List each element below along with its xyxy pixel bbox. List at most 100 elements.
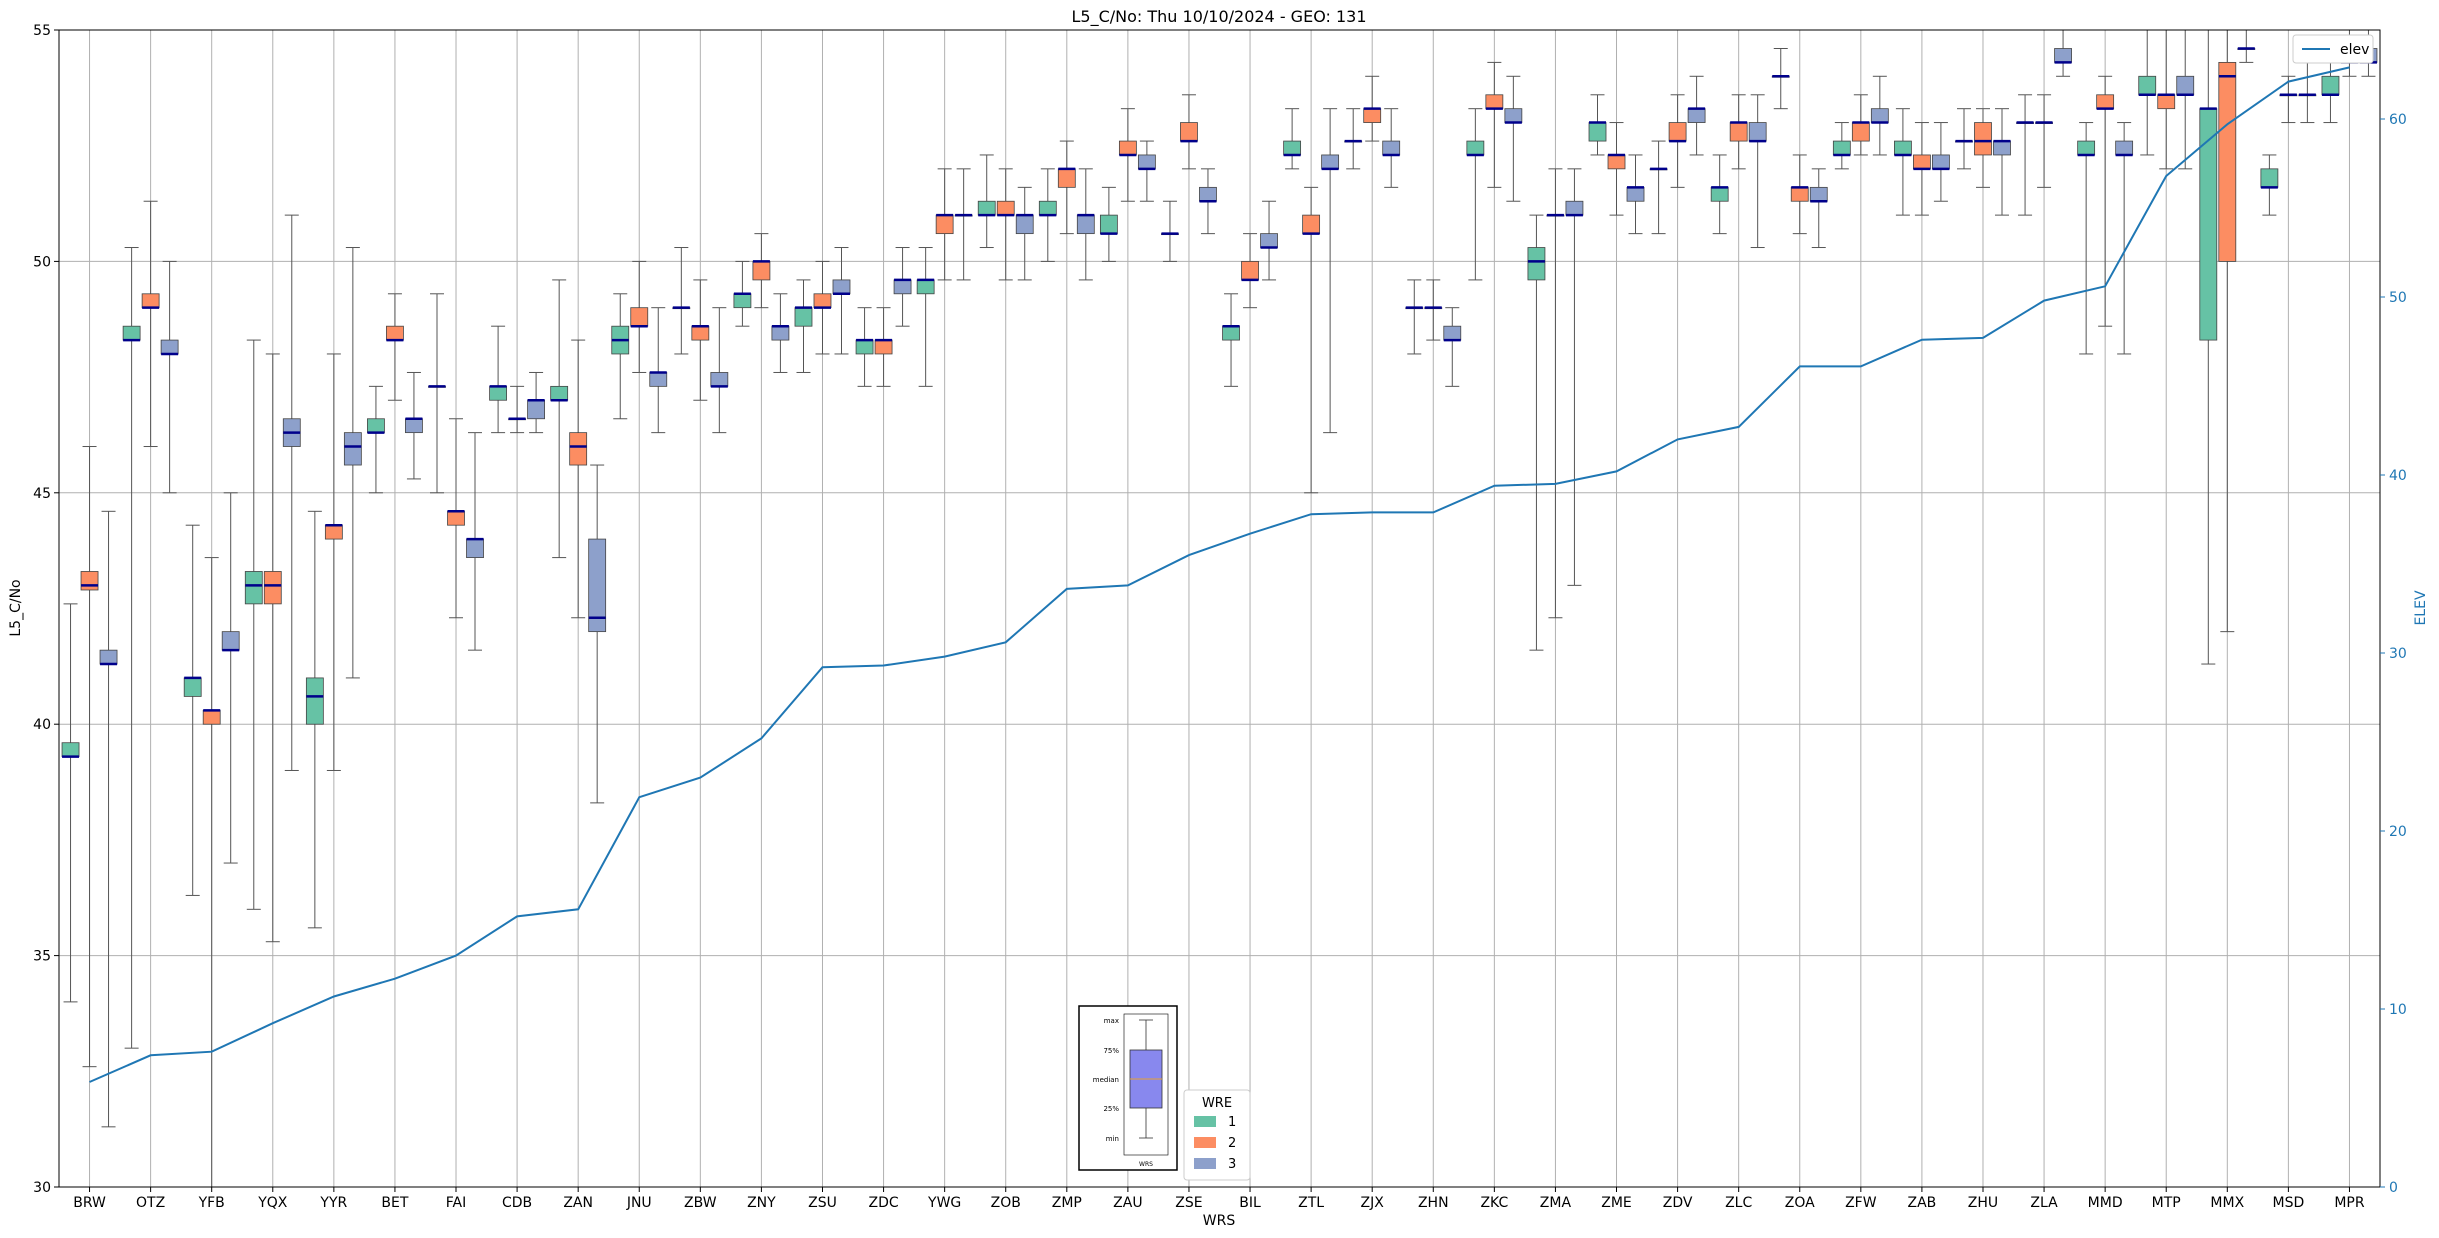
box-fai-wre1 bbox=[428, 293, 446, 494]
box-iqr bbox=[2077, 140, 2096, 156]
y2-tick-label: 10 bbox=[2389, 1002, 2407, 1018]
legend-wre-swatch-1 bbox=[1194, 1116, 1216, 1127]
box-zfw-wre3 bbox=[1870, 75, 1889, 156]
box-iqr bbox=[1687, 108, 1706, 123]
box-yyr-wre1 bbox=[305, 510, 324, 929]
box-iqr bbox=[2096, 94, 2115, 110]
box-iqr bbox=[2218, 61, 2237, 262]
box-iqr bbox=[1038, 200, 1057, 216]
x-tick-label: CDB bbox=[502, 1195, 532, 1211]
box-iqr bbox=[691, 325, 710, 341]
box-zan-wre1 bbox=[550, 279, 569, 559]
box-iqr bbox=[630, 307, 649, 327]
x-tick-label: ZTL bbox=[1298, 1195, 1324, 1211]
box-zmp-wre3 bbox=[1076, 168, 1095, 281]
inset-box-key: max 75% median 25% min WRS bbox=[1078, 1005, 1178, 1171]
x-tick-label: ZAB bbox=[1908, 1195, 1937, 1211]
x-tick-label: ZJX bbox=[1361, 1195, 1385, 1211]
box-iqr bbox=[489, 385, 507, 401]
legend-wre-frame bbox=[1183, 1089, 1251, 1181]
box-iqr bbox=[1870, 108, 1889, 123]
box-zjx-wre2 bbox=[1363, 75, 1382, 142]
box-yyr-wre2 bbox=[324, 353, 343, 771]
box-iqr bbox=[1099, 214, 1118, 235]
plot-frame bbox=[58, 29, 2381, 1188]
box-mtp-wre1 bbox=[2138, 29, 2157, 156]
box-mtp-wre3 bbox=[2176, 29, 2195, 170]
box-zma-wre3 bbox=[1565, 168, 1584, 586]
box-bet-wre2 bbox=[386, 293, 404, 401]
x-tick-label: ZOB bbox=[991, 1195, 1021, 1211]
legend-elev: elev bbox=[2292, 34, 2374, 64]
box-zla-wre3 bbox=[2054, 29, 2072, 77]
box-iqr bbox=[1015, 214, 1034, 235]
y2-tick-label: 0 bbox=[2389, 1180, 2398, 1196]
box-iqr bbox=[1382, 140, 1401, 156]
box-iqr bbox=[1222, 325, 1240, 341]
box-zse-wre3 bbox=[1199, 168, 1217, 235]
box-iqr bbox=[733, 293, 752, 309]
box-zdv-wre2 bbox=[1668, 94, 1687, 188]
box-zsu-wre2 bbox=[813, 260, 832, 355]
box-ztl-wre3 bbox=[1321, 108, 1340, 434]
x-tick-label: BRW bbox=[73, 1195, 106, 1211]
box-iqr bbox=[1913, 154, 1931, 170]
legend-wre-title: WRE bbox=[1202, 1096, 1232, 1111]
box-zfw-wre2 bbox=[1851, 94, 1870, 156]
y2-axis: 0 10 20 30 40 50 60 bbox=[2380, 112, 2407, 1196]
y-tick-label: 50 bbox=[33, 254, 51, 270]
x-tick-label: MMD bbox=[2088, 1195, 2123, 1211]
grid bbox=[59, 29, 2380, 1188]
legend-elev-frame bbox=[2292, 34, 2374, 64]
y-axis-label: L5_C/No bbox=[8, 579, 24, 636]
box-zdc-wre3 bbox=[893, 247, 912, 327]
x-tick-label: ZDC bbox=[868, 1195, 898, 1211]
x-tick-label: ZSU bbox=[808, 1195, 837, 1211]
box-iqr bbox=[466, 538, 484, 558]
box-iqr bbox=[588, 538, 607, 633]
x-tick-label: BET bbox=[381, 1195, 408, 1211]
y-tick-label: 35 bbox=[33, 949, 51, 965]
box-zhn-wre3 bbox=[1443, 307, 1462, 387]
box-zab-wre2 bbox=[1913, 122, 1931, 216]
box-iqr bbox=[2157, 94, 2176, 110]
box-iqr bbox=[1932, 154, 1950, 170]
box-iqr bbox=[1199, 186, 1217, 202]
box-iqr bbox=[1443, 325, 1462, 341]
legend-wre: WRE 1 2 3 bbox=[1183, 1089, 1251, 1181]
box-zse-wre1 bbox=[1161, 200, 1179, 262]
y2-axis-label: ELEV bbox=[2413, 590, 2429, 625]
box-otz-wre2 bbox=[141, 200, 160, 448]
box-iqr bbox=[916, 279, 935, 295]
box-iqr bbox=[1118, 140, 1137, 156]
x-tick-label: ZAU bbox=[1113, 1195, 1142, 1211]
box-iqr bbox=[263, 571, 282, 605]
box-iqr bbox=[752, 260, 771, 281]
x-tick-label: ZSE bbox=[1175, 1195, 1202, 1211]
box-brw-wre3 bbox=[99, 510, 118, 1128]
box-msd-wre1 bbox=[2260, 154, 2279, 216]
legend-wre-label-2: 2 bbox=[1228, 1136, 1236, 1151]
inset-key-label-min: min bbox=[1106, 1135, 1119, 1143]
box-iqr bbox=[305, 677, 324, 725]
box-iqr bbox=[1894, 140, 1912, 156]
box-iqr bbox=[1993, 140, 2011, 156]
x-tick-label: ZHU bbox=[1968, 1195, 1998, 1211]
box-zob-wre3 bbox=[1015, 186, 1034, 281]
inset-key-plot-frame bbox=[1123, 1013, 1169, 1156]
box-brw-wre1 bbox=[61, 603, 80, 1003]
box-zme-wre3 bbox=[1626, 154, 1645, 235]
box-iqr bbox=[2054, 48, 2072, 63]
box-iqr bbox=[977, 200, 996, 216]
box-zny-wre2 bbox=[752, 233, 771, 309]
box-zbw-wre1 bbox=[672, 247, 691, 355]
box-iqr bbox=[1565, 200, 1584, 216]
x-tick-label: YYR bbox=[319, 1195, 347, 1211]
y-tick-label: 30 bbox=[33, 1180, 51, 1196]
y-axis: 30 35 40 45 50 55 bbox=[33, 23, 59, 1196]
box-cdb-wre2 bbox=[508, 385, 526, 434]
y2-tick-label: 40 bbox=[2389, 468, 2407, 484]
x-tick-label: OTZ bbox=[136, 1195, 165, 1211]
x-tick-label: ZLA bbox=[2030, 1195, 2058, 1211]
box-yfb-wre2 bbox=[202, 557, 221, 1188]
